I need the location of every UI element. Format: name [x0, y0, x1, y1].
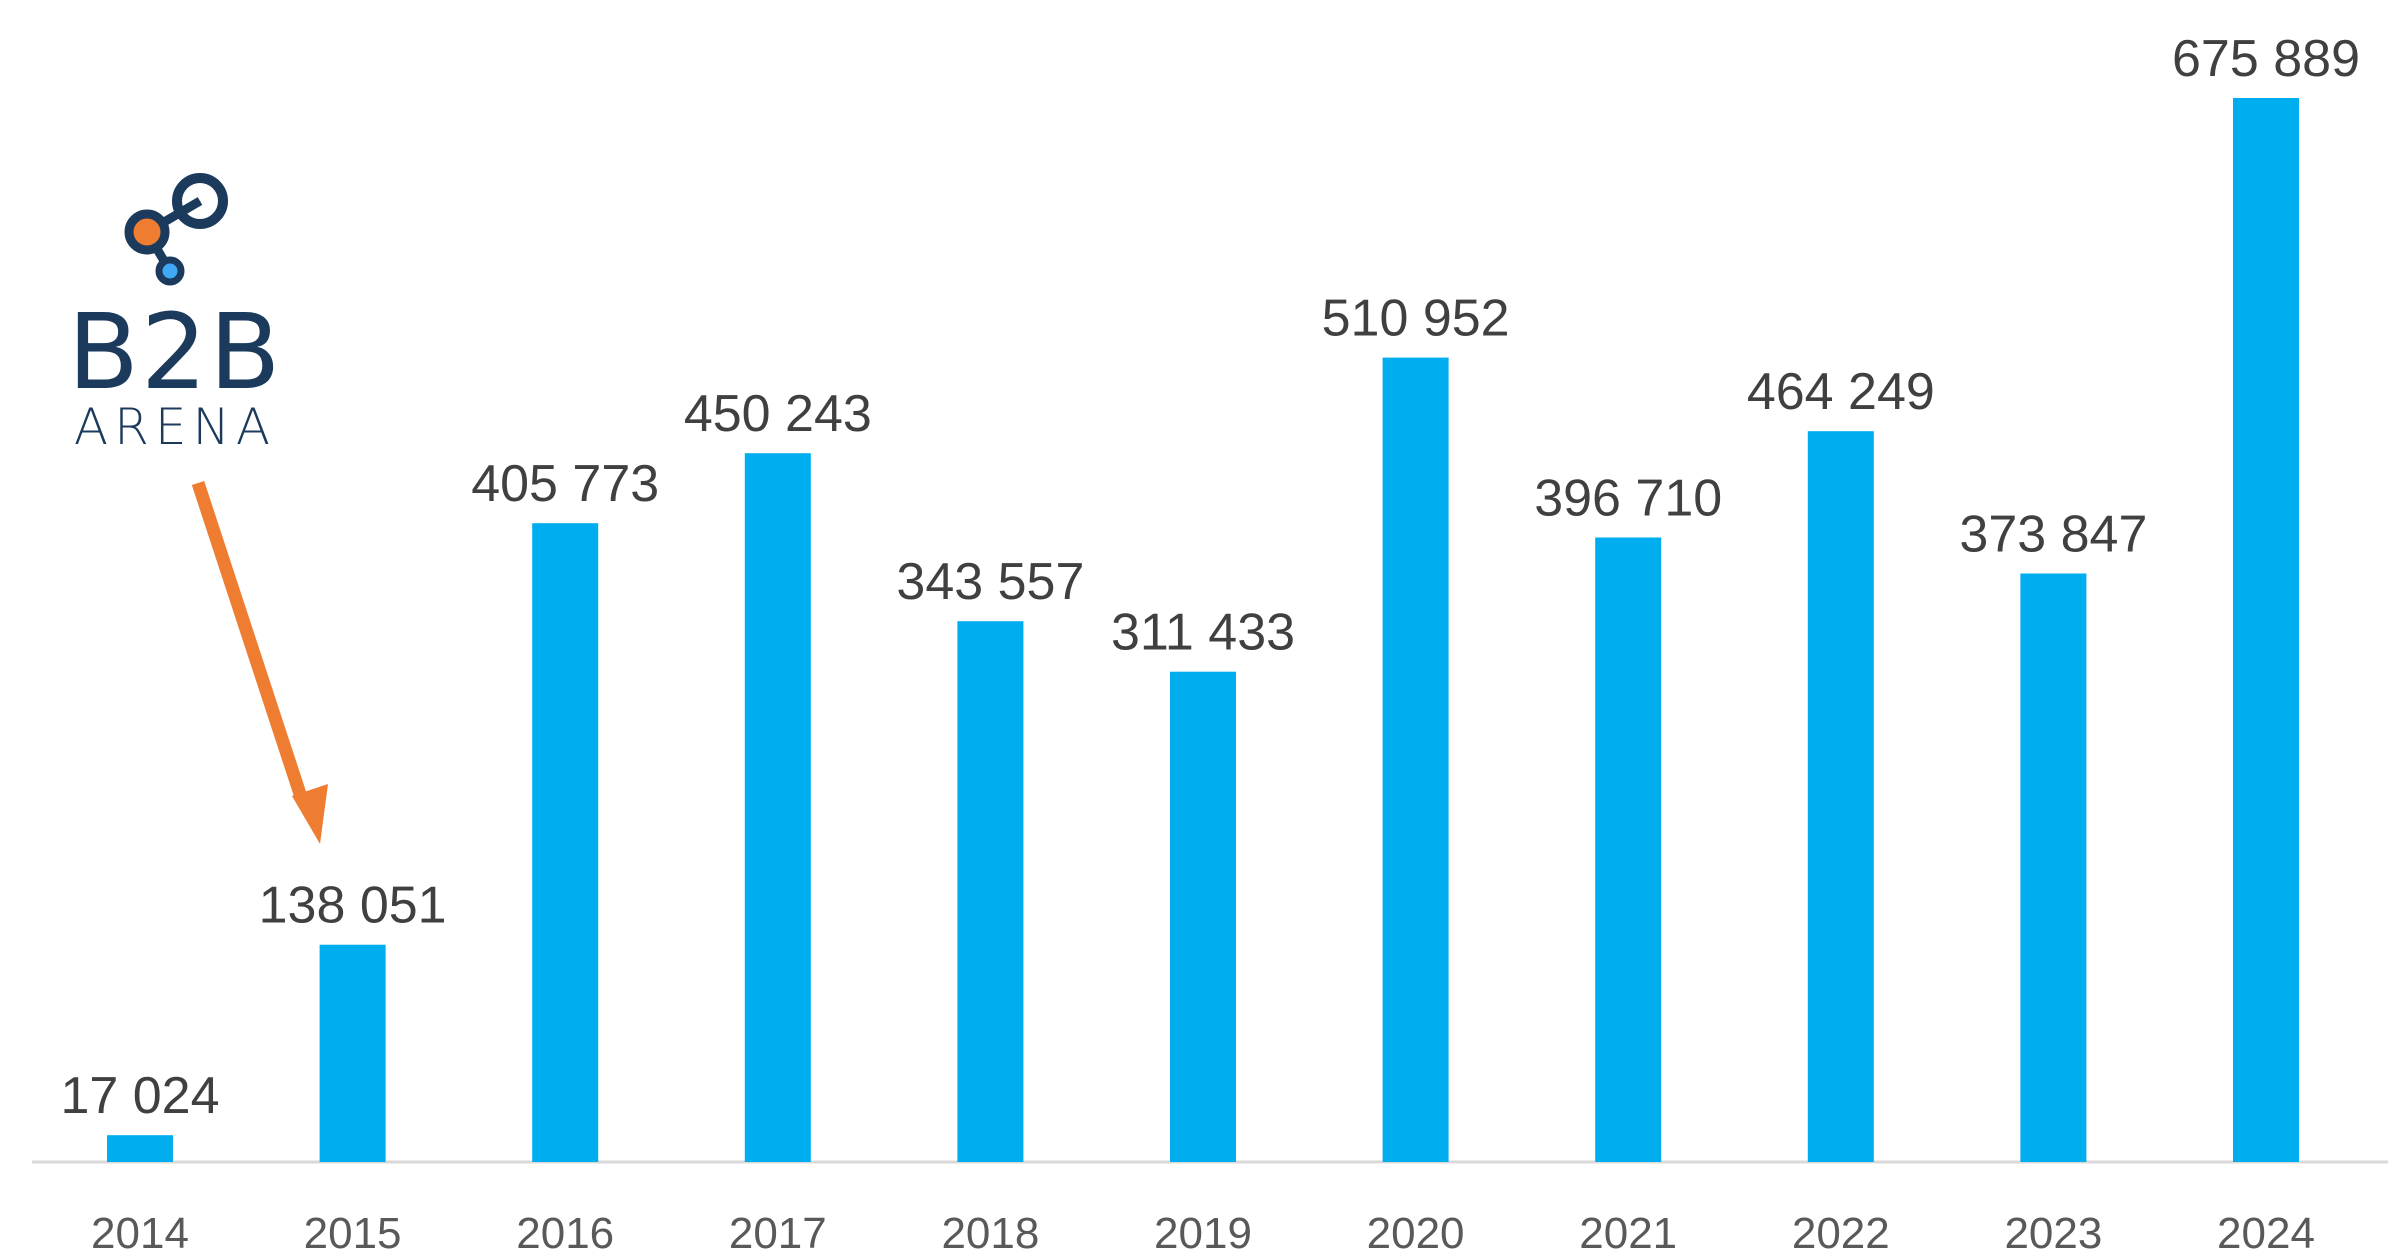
bar-2021 [1595, 537, 1662, 1162]
x-tick-label-2024: 2024 [2217, 1209, 2315, 1258]
bar-2023 [2020, 573, 2087, 1162]
value-label-2017: 450 243 [684, 385, 872, 443]
x-tick-label-2021: 2021 [1579, 1209, 1677, 1258]
x-tick-label-2023: 2023 [2004, 1209, 2102, 1258]
bar-2019 [1170, 671, 1236, 1162]
logo-text-sub: ARENA [74, 398, 276, 456]
x-tick-label-2014: 2014 [91, 1209, 189, 1258]
bar-2015 [319, 944, 386, 1162]
x-tick-label-2015: 2015 [304, 1209, 402, 1258]
bar-2020 [1382, 357, 1449, 1163]
logo-text-main: B2B [68, 291, 283, 413]
x-tick-label-2019: 2019 [1154, 1209, 1252, 1258]
bar-2016 [532, 523, 599, 1162]
value-label-2019: 311 433 [1111, 604, 1295, 662]
value-label-2022: 464 249 [1747, 363, 1935, 421]
value-label-2020: 510 952 [1322, 290, 1510, 348]
value-labels-group: 17 024 138 051 405 773 450 243 343 557 311 43… [60, 30, 2360, 1125]
value-label-2015: 138 051 [259, 877, 447, 935]
bar-2024 [2233, 98, 2299, 1162]
value-label-2023: 373 847 [1959, 506, 2147, 564]
x-tick-label-2022: 2022 [1792, 1209, 1890, 1258]
bar-2014 [107, 1135, 173, 1162]
value-label-2018: 343 557 [896, 553, 1084, 611]
x-tick-label-2016: 2016 [516, 1209, 614, 1258]
tick-labels-group: 2014 2015 2016 2017 2018 2019 2020 2021 2022 2023… [91, 1209, 2315, 1258]
bars-group [107, 98, 2299, 1163]
value-label-2024: 675 889 [2172, 30, 2360, 88]
x-tick-label-2017: 2017 [729, 1209, 827, 1258]
value-label-2021: 396 710 [1534, 470, 1722, 528]
bar-2018 [957, 621, 1024, 1162]
b2b-arena-logo: B2B ARENA [68, 173, 283, 456]
x-tick-label-2018: 2018 [941, 1209, 1039, 1258]
bar-2022 [1807, 431, 1874, 1162]
bar-2017 [744, 453, 811, 1162]
annotation-arrow-icon [191, 480, 328, 844]
value-label-2016: 405 773 [471, 455, 659, 513]
x-tick-label-2020: 2020 [1367, 1209, 1465, 1258]
value-label-2014: 17 024 [60, 1067, 219, 1125]
molecule-icon [124, 173, 228, 286]
